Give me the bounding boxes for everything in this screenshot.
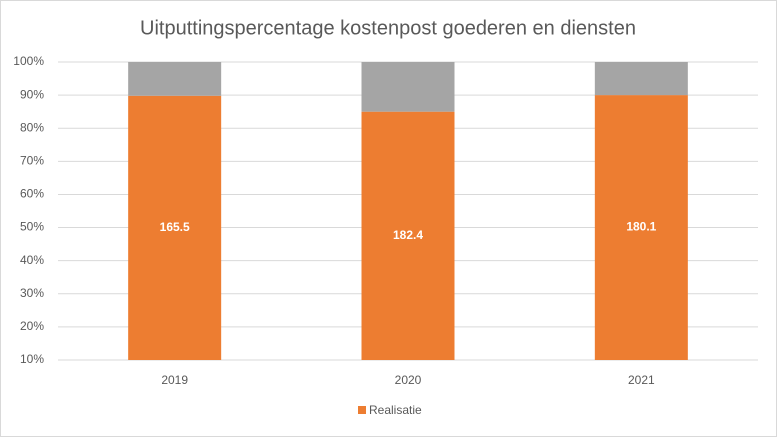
x-tick-label: 2020 xyxy=(395,373,422,387)
legend-label: Realisatie xyxy=(369,403,422,417)
bar-segment xyxy=(594,95,688,360)
bar-segment xyxy=(594,62,688,96)
data-label: 180.1 xyxy=(626,220,656,234)
y-tick-label: 30% xyxy=(20,286,44,300)
y-tick-label: 90% xyxy=(20,87,44,101)
bar-segment xyxy=(128,95,222,361)
y-tick-label: 40% xyxy=(20,253,44,267)
bar-segment xyxy=(361,62,455,112)
bar-segment xyxy=(128,62,222,96)
y-tick-label: 50% xyxy=(20,220,44,234)
chart-title: Uitputtingspercentage kostenpost goedere… xyxy=(140,17,636,39)
y-tick-label: 60% xyxy=(20,187,44,201)
legend-swatch xyxy=(358,406,366,414)
x-tick-label: 2019 xyxy=(161,373,188,387)
y-tick-label: 70% xyxy=(20,154,44,168)
bar-segment xyxy=(361,111,455,361)
data-label: 182.4 xyxy=(393,228,423,242)
y-tick-label: 10% xyxy=(20,352,44,366)
data-label: 165.5 xyxy=(160,220,190,234)
x-tick-label: 2021 xyxy=(628,373,655,387)
y-tick-label: 20% xyxy=(20,319,44,333)
y-tick-label: 100% xyxy=(13,54,44,68)
y-tick-label: 80% xyxy=(20,120,44,134)
